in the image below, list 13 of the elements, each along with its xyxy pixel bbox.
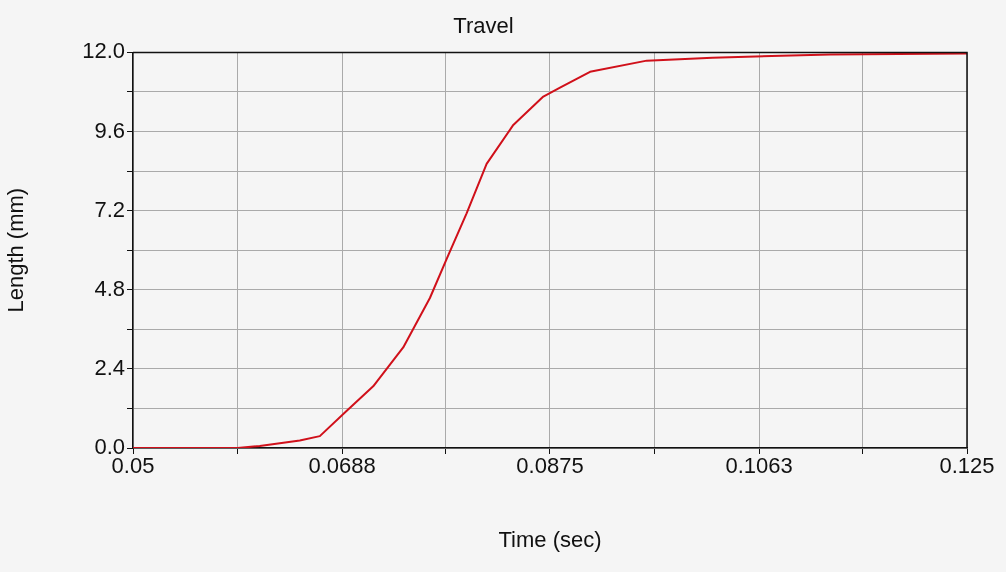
x-tick-label: 0.0875 — [516, 453, 584, 479]
y-tick-label: 9.6 — [94, 117, 125, 143]
y-tick-label: 4.8 — [94, 275, 125, 301]
x-axis-title: Time (sec) — [498, 526, 602, 552]
chart-title: Travel — [453, 13, 514, 39]
x-tick-label: 0.1063 — [725, 453, 793, 479]
y-tick-label: 12.0 — [82, 38, 125, 64]
y-tick-label: 7.2 — [94, 196, 125, 222]
x-tick-label: 0.05 — [111, 453, 155, 479]
y-tick-label: 2.4 — [94, 354, 125, 380]
x-tick-label: 0.125 — [939, 453, 995, 479]
y-axis-title: Length (mm) — [3, 187, 29, 313]
x-tick-label: 0.0688 — [308, 453, 376, 479]
